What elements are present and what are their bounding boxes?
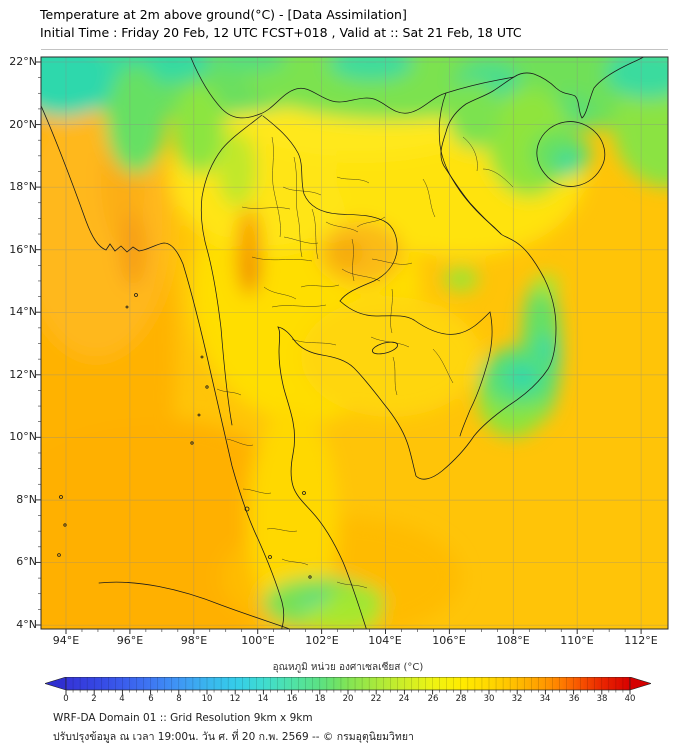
- domain-info: WRF-DA Domain 01 :: Grid Resolution 9km …: [53, 712, 313, 724]
- cbar-tick-label: 16: [286, 694, 298, 704]
- cbar-tick-label: 30: [483, 694, 495, 704]
- cbar-tick-label: 36: [568, 694, 580, 704]
- map-title: Temperature at 2m above ground(°C) - [Da…: [40, 7, 407, 22]
- colorbar-segments: [72, 677, 624, 690]
- temperature-blobs: [41, 57, 668, 629]
- cbar-tick-label: 10: [201, 694, 213, 704]
- cbar-tick-label: 40: [624, 694, 636, 704]
- temperature-map: [36, 56, 669, 634]
- lat-tick-label: 20°N: [9, 118, 37, 131]
- cbar-tick-label: 22: [370, 694, 382, 704]
- cbar-tick-label: 18: [314, 694, 326, 704]
- update-info: ปรับปรุงข้อมูล ณ เวลา 19:00น. วัน ศ. ที่…: [53, 731, 414, 743]
- lat-tick-label: 22°N: [9, 55, 37, 68]
- cbar-tick-label: 0: [63, 694, 69, 704]
- cbar-tick-label: 34: [539, 694, 551, 704]
- cbar-tick-label: 8: [176, 694, 182, 704]
- colorbar-title: อุณหภูมิ หน่วย องศาเซลเซียส (°C): [272, 662, 424, 673]
- colorbar-ticks: [65, 690, 631, 695]
- colorbar-under-arrow: [45, 677, 67, 691]
- lat-tick-label: 18°N: [9, 180, 37, 193]
- lon-tick-label: 110°E: [560, 634, 594, 647]
- colorbar: [45, 677, 651, 695]
- lat-tick-label: 10°N: [9, 430, 37, 443]
- cbar-tick-label: 26: [427, 694, 439, 704]
- lon-tick-label: 106°E: [432, 634, 466, 647]
- cbar-tick-label: 14: [257, 694, 269, 704]
- cbar-tick-label: 38: [596, 694, 608, 704]
- lon-tick-label: 108°E: [496, 634, 530, 647]
- lat-tick-label: 16°N: [9, 243, 37, 256]
- title-divider: [41, 49, 668, 50]
- lon-tick-label: 102°E: [305, 634, 339, 647]
- lon-tick-label: 104°E: [368, 634, 402, 647]
- lon-tick-label: 100°E: [241, 634, 275, 647]
- lat-tick-label: 4°N: [16, 618, 37, 631]
- map-frame: [40, 56, 669, 630]
- cbar-tick-label: 28: [455, 694, 467, 704]
- cbar-tick-label: 12: [229, 694, 241, 704]
- lon-tick-label: 94°E: [52, 634, 80, 647]
- lon-tick-label: 112°E: [624, 634, 658, 647]
- lat-tick-label: 14°N: [9, 305, 37, 318]
- lon-tick-label: 96°E: [116, 634, 144, 647]
- lat-tick-label: 6°N: [16, 555, 37, 568]
- cbar-tick-label: 6: [148, 694, 154, 704]
- cbar-tick-label: 32: [511, 694, 523, 704]
- colorbar-over-arrow: [629, 677, 651, 691]
- coastlines: [41, 57, 645, 629]
- axis-ticks: [36, 61, 642, 634]
- lat-tick-label: 12°N: [9, 368, 37, 381]
- country-borders: [190, 57, 515, 437]
- map-subtitle: Initial Time : Friday 20 Feb, 12 UTC FCS…: [40, 25, 522, 40]
- province-borders: [216, 136, 514, 589]
- lon-tick-label: 98°E: [180, 634, 208, 647]
- cbar-tick-label: 4: [119, 694, 125, 704]
- cbar-tick-label: 24: [398, 694, 410, 704]
- cbar-tick-label: 2: [91, 694, 97, 704]
- cbar-tick-label: 20: [342, 694, 354, 704]
- lat-tick-label: 8°N: [16, 493, 37, 506]
